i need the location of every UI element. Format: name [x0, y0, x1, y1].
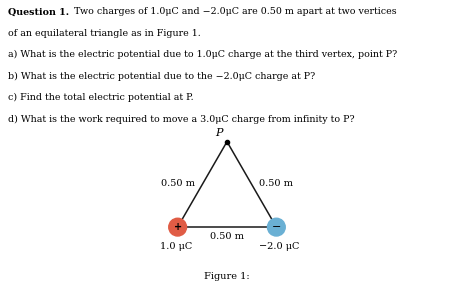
Text: 0.50 m: 0.50 m: [210, 232, 244, 241]
Text: +: +: [173, 222, 182, 232]
Text: b) What is the electric potential due to the −2.0μC charge at P?: b) What is the electric potential due to…: [8, 72, 316, 81]
Text: P: P: [215, 128, 222, 138]
Text: 0.50 m: 0.50 m: [259, 179, 292, 188]
Text: of an equilateral triangle as in Figure 1.: of an equilateral triangle as in Figure …: [8, 29, 201, 38]
Circle shape: [267, 218, 285, 236]
Text: 0.50 m: 0.50 m: [162, 179, 195, 188]
Text: Two charges of 1.0μC and −2.0μC are 0.50 m apart at two vertices: Two charges of 1.0μC and −2.0μC are 0.50…: [65, 7, 396, 16]
Text: d) What is the work required to move a 3.0μC charge from infinity to P?: d) What is the work required to move a 3…: [8, 115, 355, 124]
Text: 1.0 μC: 1.0 μC: [159, 242, 192, 251]
Text: c) Find the total electric potential at P.: c) Find the total electric potential at …: [8, 93, 194, 102]
Text: Question 1.: Question 1.: [8, 7, 69, 16]
Circle shape: [169, 218, 187, 236]
Text: −2.0 μC: −2.0 μC: [259, 242, 300, 251]
Text: Figure 1:: Figure 1:: [204, 272, 250, 281]
Text: a) What is the electric potential due to 1.0μC charge at the third vertex, point: a) What is the electric potential due to…: [8, 50, 397, 59]
Text: −: −: [271, 222, 281, 232]
